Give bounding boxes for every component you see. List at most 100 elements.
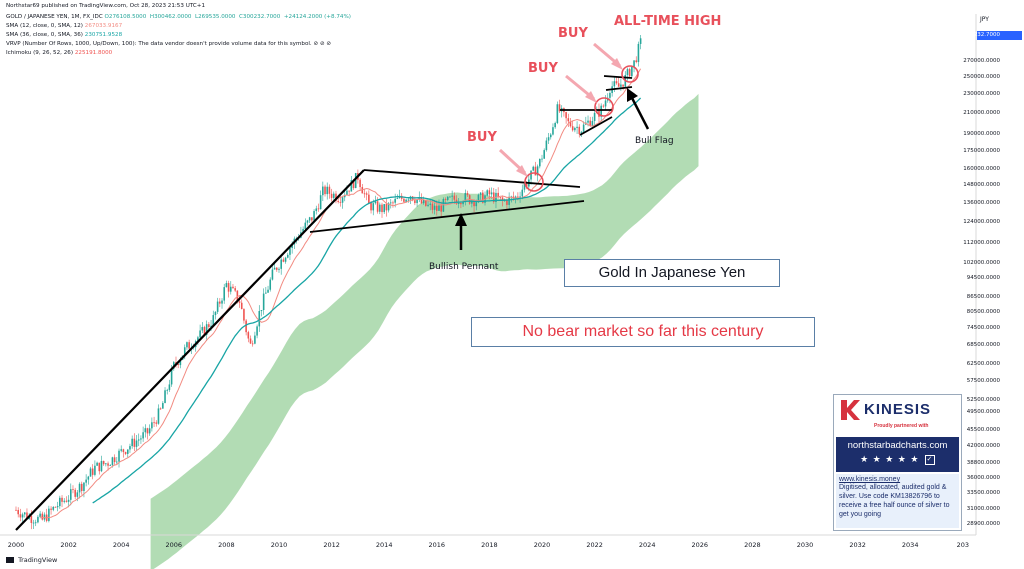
candle-body	[335, 193, 337, 201]
candle-body	[131, 438, 133, 447]
sma12-legend[interactable]: SMA (12, close, 0, SMA, 12) 267033.9167	[6, 22, 122, 32]
kinesis-ad[interactable]: KINESIS Proudly partnered with northstar…	[833, 394, 962, 531]
last-price-marker	[977, 31, 1022, 40]
candle-body	[148, 428, 151, 434]
time-tick-label: 2016	[428, 541, 446, 549]
flag-line-3	[603, 75, 633, 79]
candle-body	[602, 105, 605, 107]
candle-body	[76, 492, 79, 497]
candle-body	[54, 506, 57, 508]
candle-body	[620, 84, 622, 87]
price-tick-label: 42000.0000	[966, 443, 1000, 450]
time-tick-label: 2032	[849, 541, 866, 549]
candle-body	[129, 446, 131, 450]
candle-body	[422, 199, 425, 204]
price-tick-label: 62500.0000	[966, 361, 1000, 368]
candle-body	[376, 201, 379, 212]
currency-label: JPY	[980, 16, 989, 23]
candle-body	[631, 66, 633, 77]
candle-body	[490, 192, 493, 195]
price-tick-label: 210000.0000	[963, 109, 1000, 116]
candle-body	[50, 508, 52, 510]
candle-body	[385, 204, 388, 211]
flag-line-2	[579, 116, 613, 136]
candle-body	[78, 483, 81, 493]
price-tick-label: 124000.0000	[963, 219, 1000, 226]
candle-body	[249, 338, 252, 344]
candle-body	[34, 522, 37, 524]
price-tick-label: 31000.0000	[966, 506, 1000, 513]
candle-body	[460, 203, 462, 205]
ichimoku-legend[interactable]: Ichimoku (9, 26, 52, 26) 225191.8000	[6, 49, 112, 59]
candle-body	[352, 179, 355, 189]
candle-body	[322, 186, 324, 196]
time-tick-label: 2012	[323, 541, 340, 549]
candle-body	[284, 257, 287, 262]
kinesis-banner: northstarbadcharts.com ★ ★ ★ ★ ★ ✓	[836, 437, 959, 472]
candle-body	[315, 208, 318, 212]
candle-body	[615, 81, 618, 84]
candle-body	[23, 512, 26, 515]
candle-body	[52, 506, 55, 510]
candle-body	[374, 201, 377, 204]
candle-body	[256, 326, 258, 336]
candle-body	[523, 183, 526, 190]
sma36-value: 230751.9528	[84, 32, 123, 38]
price-tick-label: 190000.0000	[963, 130, 1000, 137]
price-tick-label: 57500.0000	[966, 378, 1000, 385]
candle-body	[525, 183, 528, 187]
candle-body	[186, 342, 188, 348]
candle-body	[387, 203, 390, 211]
candle-body	[517, 196, 519, 198]
price-tick-label: 270000.0000	[963, 57, 1000, 64]
candle-body	[348, 190, 350, 192]
candle-body	[234, 288, 236, 291]
candle-body	[392, 202, 394, 204]
candle-body	[501, 197, 504, 201]
candle-body	[536, 166, 539, 176]
candle-body	[37, 516, 39, 523]
candle-body	[118, 450, 120, 462]
price-tick-label: 86500.0000	[966, 293, 1000, 300]
candle-body	[232, 286, 234, 289]
ath-label: ALL-TIME HIGH	[614, 14, 722, 29]
candle-body	[330, 193, 333, 198]
sma36-legend[interactable]: SMA (36, close, 0, SMA, 36) 230751.9528	[6, 31, 122, 41]
candle-body	[223, 287, 226, 301]
candle-body	[462, 202, 464, 205]
candle-body	[96, 462, 98, 466]
candle-body	[83, 482, 85, 491]
candle-body	[164, 390, 166, 404]
candle-body	[63, 500, 66, 502]
candle-body	[326, 186, 329, 195]
candle-body	[157, 408, 160, 424]
buy-label-3: BUY	[558, 26, 588, 41]
candle-body	[308, 217, 311, 221]
buy-arrow-2	[565, 74, 597, 103]
candle-body	[617, 83, 620, 87]
candle-body	[370, 203, 372, 211]
pennant-upper-line	[363, 169, 581, 188]
candle-body	[159, 408, 162, 410]
vrvp-legend[interactable]: VRVP (Number Of Rows, 1000, Up/Down, 100…	[6, 41, 332, 47]
candle-body	[30, 515, 33, 523]
pennant-arrow	[455, 213, 467, 250]
candle-body	[633, 60, 635, 67]
candle-body	[113, 457, 116, 463]
pennant-label: Bullish Pennant	[429, 262, 499, 272]
candle-body	[21, 514, 24, 518]
price-tick-label: 68500.0000	[966, 342, 1000, 349]
cloud-area	[150, 93, 699, 569]
candle-body	[381, 204, 383, 213]
chart-subtitle-box: No bear market so far this century	[471, 317, 815, 347]
candle-body	[116, 461, 118, 463]
candle-body	[271, 269, 274, 280]
candle-body	[247, 332, 250, 339]
kinesis-link[interactable]: www.kinesis.money	[839, 476, 901, 483]
candle-body	[291, 244, 293, 248]
candle-body	[260, 309, 263, 312]
candle-body	[571, 126, 574, 131]
buy-circle-1	[524, 172, 544, 192]
candle-body	[475, 202, 478, 207]
